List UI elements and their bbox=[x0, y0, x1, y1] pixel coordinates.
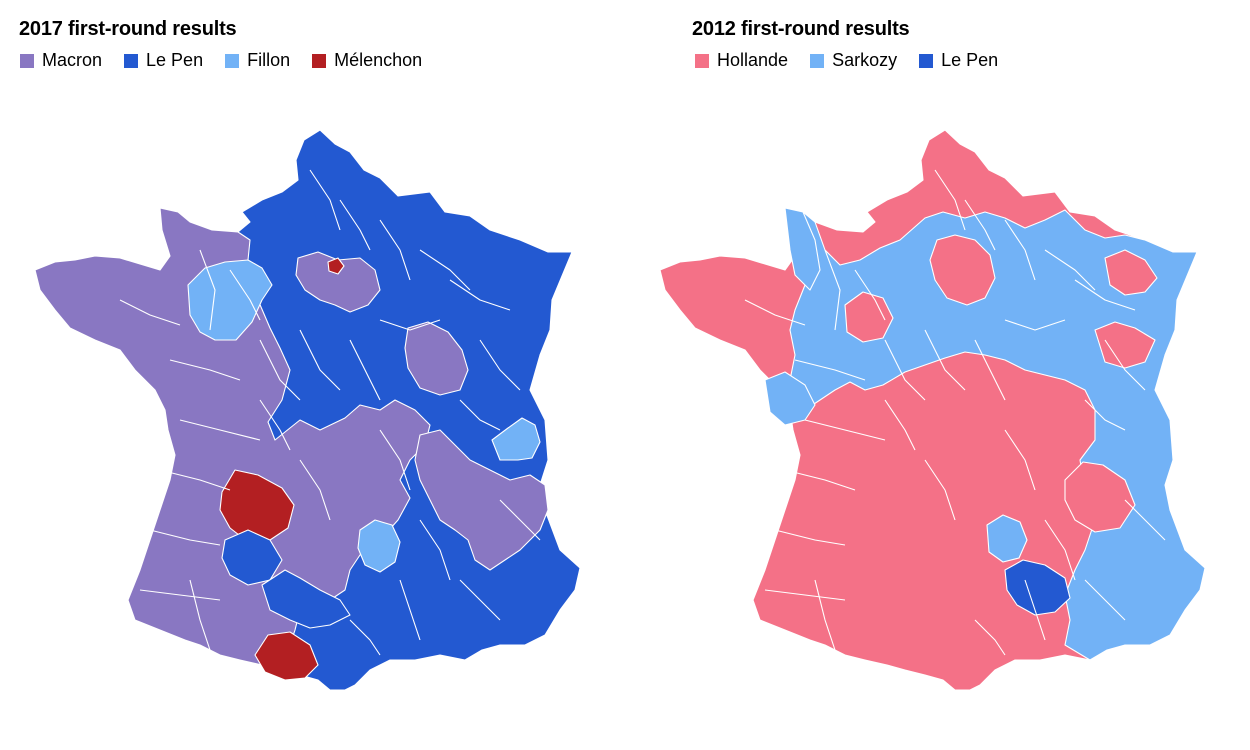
legend-label: Hollande bbox=[717, 50, 789, 70]
legend-label: Le Pen bbox=[146, 50, 204, 70]
legend-label: Fillon bbox=[247, 50, 291, 70]
map-panel-2012: 2012 first-round results Hollande Sarkoz… bbox=[625, 0, 1250, 750]
legend-swatch bbox=[919, 53, 934, 68]
region-sarkozy-vendee bbox=[764, 371, 816, 426]
region-fillon-normandy bbox=[187, 259, 273, 341]
map-title: 2012 first-round results bbox=[692, 18, 910, 40]
legend-item-melenchon: Mélenchon bbox=[312, 50, 422, 71]
legend-item-le-pen: Le Pen bbox=[919, 50, 998, 71]
region-melenchon-dordogne bbox=[219, 469, 295, 543]
legend-label: Macron bbox=[42, 50, 103, 70]
department-borders bbox=[744, 169, 1166, 656]
legend-swatch bbox=[312, 53, 327, 68]
legend: Macron Le Pen Fillon Mélenchon bbox=[20, 50, 444, 71]
region-macron-center bbox=[404, 321, 469, 396]
region-lepen-south bbox=[261, 569, 351, 629]
region-fillon-savoie bbox=[491, 417, 541, 461]
map-title: 2017 first-round results bbox=[19, 18, 237, 40]
region-hollande-paris bbox=[929, 234, 996, 306]
legend-item-fillon: Fillon bbox=[225, 50, 290, 71]
legend-swatch bbox=[20, 53, 34, 68]
legend-item-hollande: Hollande bbox=[695, 50, 788, 71]
legend-label: Mélenchon bbox=[334, 50, 423, 70]
map-panel-2017: 2017 first-round results Macron Le Pen F… bbox=[0, 18, 625, 720]
legend-item-le-pen: Le Pen bbox=[124, 50, 203, 71]
department-borders bbox=[119, 169, 541, 656]
legend-swatch bbox=[225, 53, 240, 68]
region-hollande-sarthe bbox=[844, 291, 894, 343]
legend-item-macron: Macron bbox=[20, 50, 102, 71]
region-hollande-ardennes bbox=[1104, 249, 1158, 296]
legend-swatch bbox=[695, 53, 709, 68]
region-hollande-drome bbox=[1064, 461, 1136, 533]
region-melenchon-seine-st-denis bbox=[327, 257, 345, 275]
region-lepen-gard bbox=[1004, 559, 1071, 616]
france-map-2017 bbox=[0, 100, 625, 720]
region-sarkozy-lozere bbox=[986, 514, 1028, 563]
region-melenchon-ariege bbox=[254, 631, 319, 681]
legend: Hollande Sarkozy Le Pen bbox=[695, 50, 1020, 71]
legend-label: Le Pen bbox=[941, 50, 999, 70]
legend-swatch bbox=[810, 53, 825, 68]
legend-item-sarkozy: Sarkozy bbox=[810, 50, 897, 71]
legend-label: Sarkozy bbox=[832, 50, 898, 70]
region-sarkozy-manche bbox=[784, 207, 821, 291]
region-macron-alps bbox=[414, 429, 549, 571]
region-hollande-nievre bbox=[1094, 321, 1156, 369]
france-map-2012 bbox=[625, 100, 1250, 720]
region-fillon-lozere bbox=[357, 519, 401, 573]
legend-swatch bbox=[124, 53, 139, 68]
